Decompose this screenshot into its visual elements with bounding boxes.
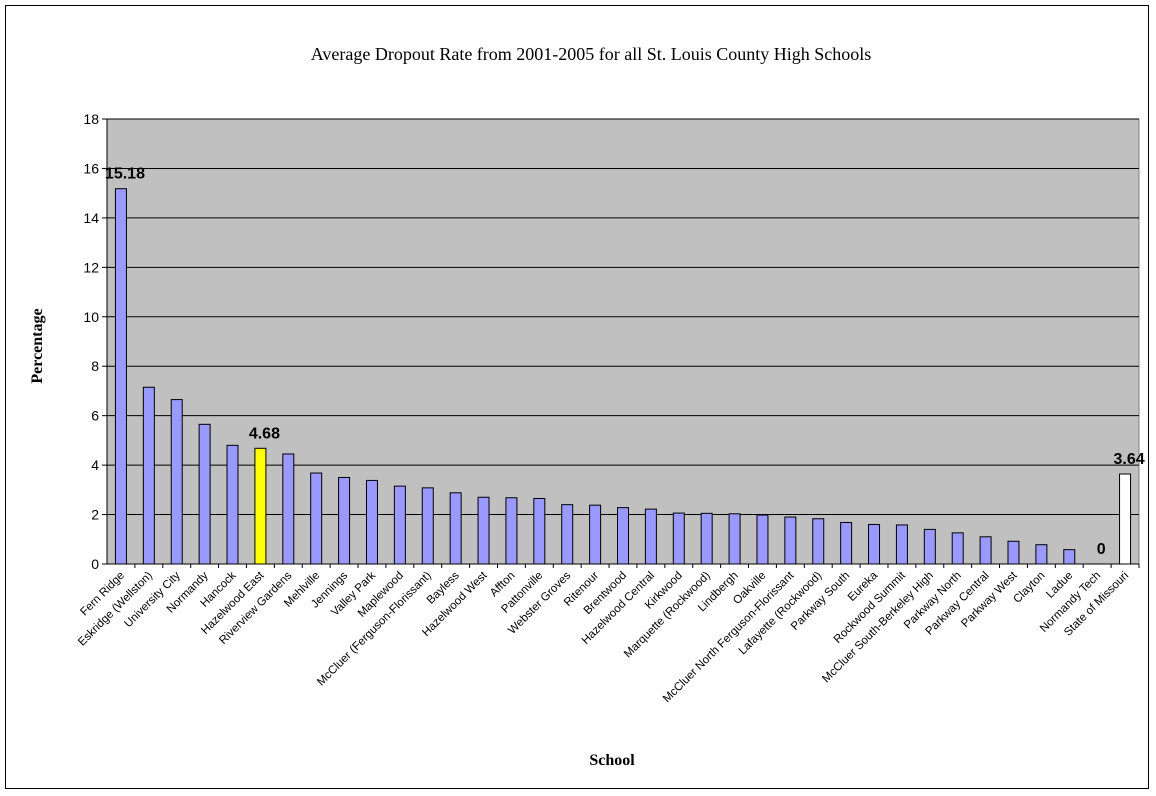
y-axis-title: Percentage bbox=[29, 308, 46, 383]
bar bbox=[951, 532, 964, 565]
bar bbox=[421, 487, 434, 565]
bar bbox=[979, 536, 992, 565]
bar bbox=[1007, 540, 1020, 565]
chart-title: Average Dropout Rate from 2001-2005 for … bbox=[311, 44, 872, 64]
bar bbox=[198, 423, 211, 565]
bar bbox=[226, 444, 239, 565]
bar bbox=[254, 447, 267, 565]
bar bbox=[310, 472, 323, 565]
y-tick-label: 8 bbox=[91, 358, 99, 374]
bar bbox=[756, 514, 769, 565]
category-label: Clayton bbox=[1011, 570, 1047, 606]
bar bbox=[449, 492, 462, 565]
y-tick-label: 0 bbox=[91, 556, 99, 572]
y-tick-label: 4 bbox=[91, 457, 99, 473]
bar bbox=[1035, 544, 1048, 565]
data-label: 15.18 bbox=[105, 166, 145, 183]
bar bbox=[1119, 473, 1132, 565]
bar bbox=[170, 399, 183, 565]
bar bbox=[533, 497, 546, 565]
y-tick-label: 12 bbox=[83, 259, 99, 275]
bar bbox=[477, 496, 490, 565]
bar bbox=[114, 188, 127, 565]
bar bbox=[728, 513, 741, 565]
bar bbox=[784, 516, 797, 565]
bar bbox=[617, 507, 629, 565]
bar bbox=[393, 485, 406, 565]
y-tick-label: 16 bbox=[83, 160, 99, 176]
x-axis-title: School bbox=[589, 752, 635, 769]
bar bbox=[142, 386, 155, 565]
y-tick-label: 18 bbox=[83, 111, 99, 127]
bar bbox=[700, 512, 713, 565]
y-tick-label: 2 bbox=[91, 507, 99, 523]
bar bbox=[672, 512, 685, 565]
plot-area bbox=[106, 118, 1140, 565]
bar bbox=[282, 453, 295, 565]
bar bbox=[365, 479, 378, 565]
y-tick-label: 14 bbox=[83, 210, 99, 226]
bar bbox=[561, 504, 574, 565]
data-label: 0 bbox=[1097, 541, 1106, 558]
bar bbox=[895, 524, 908, 565]
y-tick-label: 6 bbox=[91, 408, 99, 424]
bar bbox=[868, 523, 881, 565]
bar bbox=[644, 508, 657, 565]
bar bbox=[338, 476, 351, 565]
data-label: 3.64 bbox=[1113, 451, 1144, 468]
bar bbox=[505, 497, 518, 565]
bar bbox=[589, 504, 602, 565]
chart-frame: Average Dropout Rate from 2001-2005 for … bbox=[5, 5, 1149, 789]
y-tick-label: 10 bbox=[83, 309, 99, 325]
data-label: 4.68 bbox=[249, 425, 280, 442]
bar-chart: Average Dropout Rate from 2001-2005 for … bbox=[29, 44, 1145, 769]
bar bbox=[1063, 549, 1076, 565]
bar bbox=[812, 518, 825, 565]
bar bbox=[840, 521, 853, 565]
bar bbox=[923, 528, 936, 565]
